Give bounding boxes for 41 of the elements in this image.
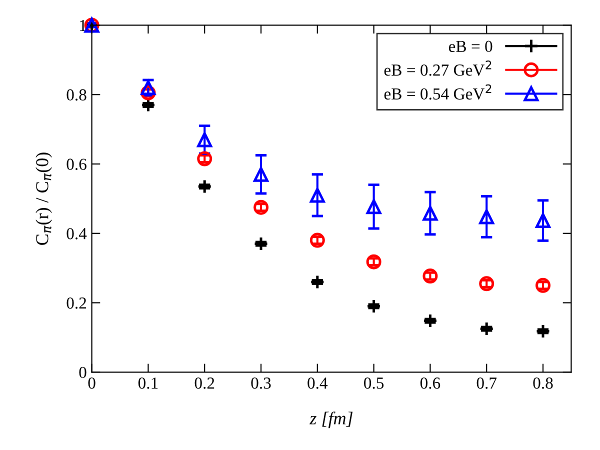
point — [536, 213, 550, 228]
point — [422, 206, 438, 221]
x-tick-label: 0.1 — [138, 377, 158, 389]
point — [422, 313, 438, 328]
y-tick-label: 0 — [79, 366, 86, 378]
x-tick-label: 0.6 — [420, 377, 440, 389]
y-tick-label: 1 — [80, 20, 86, 31]
point — [366, 298, 382, 314]
x-axis-title: z [fm] — [309, 412, 353, 428]
y-tick-label: 0.8 — [66, 89, 86, 101]
point — [197, 132, 212, 148]
legend-label: eB = 0 — [448, 40, 492, 52]
point — [479, 209, 494, 224]
y-tick-label: 0.2 — [66, 297, 86, 309]
y-tick-label: 0.4 — [66, 228, 87, 240]
x-tick-label: 0 — [88, 377, 96, 389]
y-tick-label: 0.6 — [66, 158, 86, 170]
point — [310, 188, 325, 203]
point — [254, 236, 268, 252]
point — [254, 200, 268, 215]
x-tick-label: 0.5 — [364, 377, 384, 389]
x-tick-label: 0.7 — [476, 377, 497, 389]
point — [366, 254, 382, 270]
y-axis-title: C$_{π}$(r) / C$_{π}$(0) — [36, 152, 52, 245]
point — [197, 179, 212, 194]
x-tick-label: 0.4 — [308, 377, 328, 389]
point — [479, 321, 494, 336]
point — [310, 274, 325, 290]
point — [422, 268, 438, 284]
x-tick-label: 0.2 — [194, 377, 214, 389]
point — [197, 151, 212, 166]
point — [536, 278, 550, 293]
point — [536, 324, 550, 339]
point — [366, 199, 382, 214]
point — [254, 166, 268, 182]
point — [479, 276, 494, 292]
legend-label: eB = 0.27 GeV$^{2}$ — [384, 60, 492, 76]
point — [310, 232, 325, 248]
x-tick-label: 0.8 — [533, 377, 553, 389]
legend-label: eB = 0.54 GeV$^{2}$ — [384, 84, 492, 100]
x-tick-label: 0.3 — [251, 377, 271, 389]
